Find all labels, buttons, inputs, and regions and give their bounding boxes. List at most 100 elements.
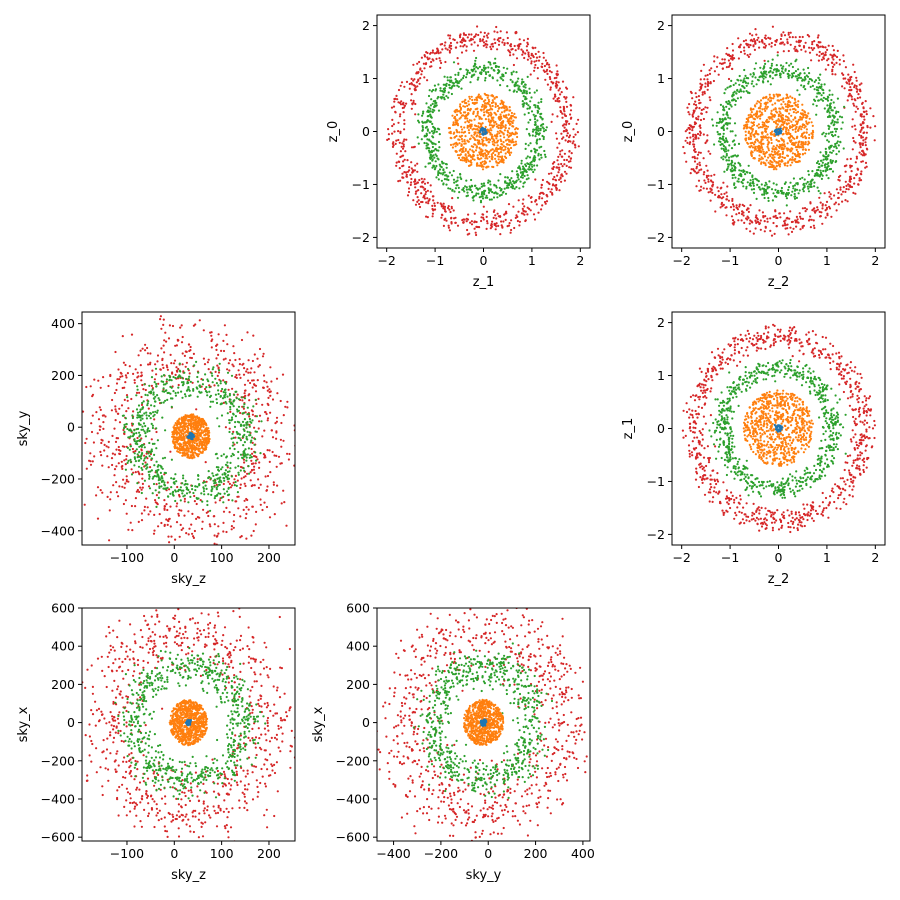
scatter-point — [402, 143, 405, 146]
scatter-point — [190, 356, 193, 360]
scatter-point — [262, 374, 266, 377]
scatter-point — [267, 396, 270, 399]
scatter-point — [497, 107, 500, 110]
scatter-point — [745, 185, 748, 188]
scatter-point — [425, 120, 428, 123]
scatter-point — [443, 87, 447, 90]
scatter-point — [487, 141, 490, 144]
scatter-point — [841, 85, 844, 88]
scatter-point — [749, 230, 752, 233]
scatter-point — [560, 91, 563, 94]
scatter-point — [714, 193, 717, 196]
scatter-point — [527, 144, 530, 147]
y-axis-label: z_0 — [326, 121, 341, 143]
scatter-point — [749, 53, 752, 56]
scatter-point — [443, 208, 446, 211]
scatter-point — [506, 36, 509, 40]
scatter-point — [554, 179, 558, 182]
scatter-point — [506, 85, 509, 88]
scatter-point — [408, 166, 411, 169]
scatter-point — [707, 191, 710, 194]
scatter-point — [160, 327, 163, 330]
scatter-point — [862, 110, 866, 113]
scatter-point — [446, 79, 449, 82]
scatter-point — [463, 126, 466, 129]
scatter-point — [449, 34, 452, 37]
scatter-point — [791, 152, 795, 155]
scatter-point — [792, 136, 795, 139]
scatter-point — [811, 178, 814, 181]
scatter-point — [774, 195, 777, 198]
scatter-point — [490, 129, 493, 132]
scatter-point — [426, 79, 429, 82]
scatter-point — [254, 462, 257, 465]
scatter-point — [797, 100, 800, 103]
scatter-point — [500, 220, 503, 223]
scatter-point — [483, 107, 486, 110]
scatter-point — [726, 47, 729, 50]
scatter-point — [766, 139, 769, 142]
scatter-point — [445, 166, 448, 169]
scatter-point — [528, 207, 531, 210]
scatter-point — [815, 104, 818, 107]
scatter-point — [464, 149, 467, 152]
scatter-point — [99, 386, 102, 389]
scatter-point — [539, 124, 543, 127]
scatter-point — [725, 111, 729, 114]
scatter-point — [511, 81, 514, 84]
scatter-point — [763, 36, 767, 39]
scatter-point — [476, 44, 479, 47]
scatter-point — [822, 131, 825, 134]
scatter-point — [426, 147, 429, 150]
scatter-point — [471, 101, 474, 105]
scatter-point — [789, 226, 792, 229]
scatter-point — [770, 109, 773, 112]
scatter-point — [807, 187, 810, 190]
scatter-point — [566, 132, 569, 135]
scatter-point — [553, 95, 557, 98]
scatter-point — [414, 113, 417, 116]
scatter-point — [454, 121, 457, 124]
scatter-point — [821, 161, 824, 164]
scatter-point — [795, 215, 799, 218]
scatter-point — [534, 199, 537, 202]
scatter-point — [543, 153, 547, 156]
scatter-point — [696, 132, 700, 136]
scatter-point — [456, 84, 459, 87]
scatter-point — [743, 204, 746, 208]
scatter-point — [803, 126, 806, 129]
scatter-point — [540, 112, 543, 115]
scatter-point — [771, 130, 774, 133]
scatter-point — [704, 82, 707, 85]
scatter-point — [458, 138, 461, 141]
scatter-point — [782, 31, 785, 34]
scatter-point — [114, 419, 117, 422]
scatter-point — [752, 44, 755, 47]
scatter-point — [824, 150, 827, 153]
scatter-point — [740, 213, 744, 216]
scatter-point — [849, 78, 852, 81]
scatter-point — [742, 178, 745, 181]
scatter-point — [518, 38, 521, 41]
scatter-point — [480, 219, 483, 223]
scatter-point — [558, 178, 561, 181]
scatter-point — [456, 131, 459, 134]
scatter-point — [763, 193, 766, 196]
scatter-point — [440, 216, 443, 219]
scatter-point — [240, 338, 244, 342]
scatter-point — [251, 386, 254, 389]
scatter-point — [773, 156, 776, 159]
scatter-point — [568, 134, 572, 137]
scatter-point — [792, 118, 795, 121]
scatter-point — [544, 202, 547, 205]
scatter-point — [452, 209, 455, 212]
scatter-point — [472, 199, 475, 202]
scatter-point — [709, 152, 712, 155]
scatter-point — [507, 203, 511, 206]
scatter-point — [565, 164, 568, 167]
scatter-point — [542, 130, 546, 133]
scatter-point — [795, 196, 799, 199]
scatter-point — [793, 197, 797, 200]
scatter-point — [782, 100, 785, 103]
scatter-point — [536, 119, 539, 122]
